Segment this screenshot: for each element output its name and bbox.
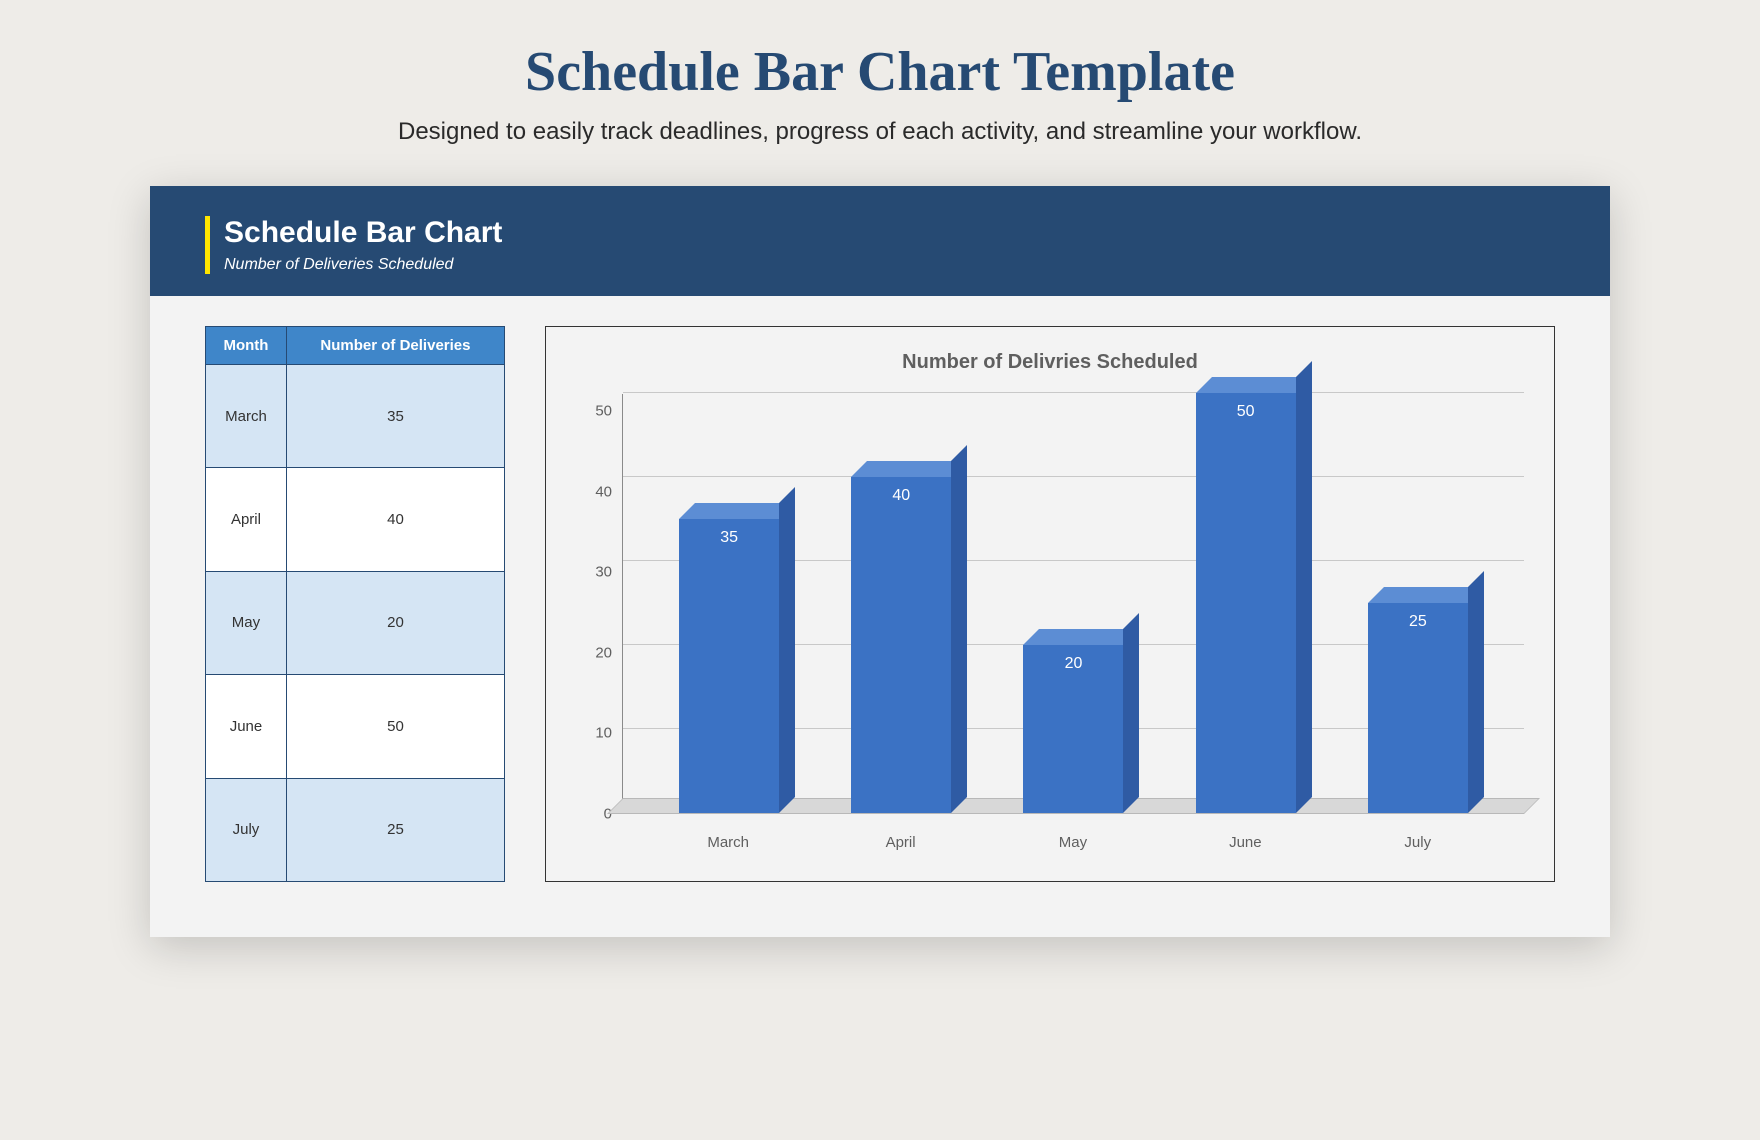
deliveries-table: Month Number of Deliveries March35April4… [205, 326, 505, 882]
table-row: March35 [206, 365, 505, 468]
chart-y-axis: 01020304050 [576, 394, 622, 814]
page-subtitle: Designed to easily track deadlines, prog… [150, 118, 1610, 146]
page-title: Schedule Bar Chart Template [150, 40, 1610, 104]
chart-container: Number of Delivries Scheduled 0102030405… [545, 326, 1555, 882]
chart-bar: 50 [1196, 393, 1296, 813]
chart-bar: 25 [1368, 603, 1468, 813]
table-cell: 20 [286, 571, 504, 674]
table-header-month: Month [206, 327, 287, 365]
chart-bar: 35 [679, 519, 779, 813]
y-tick-label: 30 [576, 564, 612, 581]
table-cell: June [206, 675, 287, 778]
table-cell: March [206, 365, 287, 468]
chart-title: Number of Delivries Scheduled [576, 351, 1524, 374]
x-tick-label: July [1360, 814, 1476, 851]
bar-value-label: 40 [851, 487, 951, 505]
chart-x-axis: March April May June July [622, 814, 1524, 851]
y-tick-label: 40 [576, 483, 612, 500]
y-tick-label: 10 [576, 725, 612, 742]
table-header-deliveries: Number of Deliveries [286, 327, 504, 365]
gridline [623, 392, 1524, 393]
x-tick-label: March [670, 814, 786, 851]
chart-bar: 40 [851, 477, 951, 813]
bar-value-label: 25 [1368, 613, 1468, 631]
banner: Schedule Bar Chart Number of Deliveries … [150, 186, 1610, 296]
x-tick-label: May [1015, 814, 1131, 851]
x-tick-label: June [1187, 814, 1303, 851]
chart-plot: 35 40 20 50 25 [622, 394, 1524, 814]
chart-bar: 20 [1023, 645, 1123, 813]
bar-value-label: 35 [679, 529, 779, 547]
table-row: April40 [206, 468, 505, 571]
y-tick-label: 20 [576, 644, 612, 661]
table-cell: 50 [286, 675, 504, 778]
bar-value-label: 50 [1196, 403, 1296, 421]
table-cell: April [206, 468, 287, 571]
table-cell: 40 [286, 468, 504, 571]
x-tick-label: April [843, 814, 959, 851]
template-card: Schedule Bar Chart Number of Deliveries … [150, 186, 1610, 937]
table-row: July25 [206, 778, 505, 881]
gridline [623, 476, 1524, 477]
banner-subtitle: Number of Deliveries Scheduled [224, 256, 1555, 274]
table-row: June50 [206, 675, 505, 778]
table-cell: May [206, 571, 287, 674]
table-cell: 35 [286, 365, 504, 468]
y-tick-label: 50 [576, 403, 612, 420]
bar-value-label: 20 [1023, 655, 1123, 673]
content-area: Month Number of Deliveries March35April4… [150, 296, 1610, 937]
banner-title: Schedule Bar Chart [224, 216, 1555, 250]
table-row: May20 [206, 571, 505, 674]
table-cell: 25 [286, 778, 504, 881]
table-cell: July [206, 778, 287, 881]
